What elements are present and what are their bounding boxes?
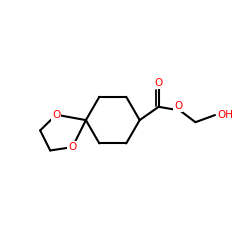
Text: O: O <box>174 101 182 111</box>
Text: O: O <box>154 78 163 88</box>
Text: O: O <box>68 142 76 152</box>
Text: OH: OH <box>217 110 233 120</box>
Text: O: O <box>52 110 60 120</box>
